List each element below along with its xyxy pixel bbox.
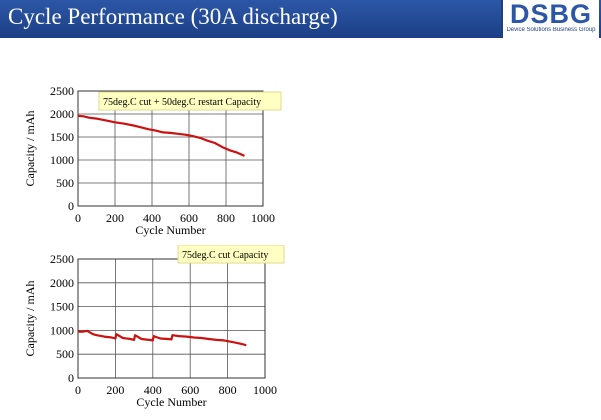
y-tick-label: 0 <box>68 199 74 213</box>
y-tick-label: 1000 <box>50 153 74 167</box>
slide-title: Cycle Performance (30A discharge) <box>8 4 338 29</box>
y-tick-label: 500 <box>56 347 74 361</box>
dsbg-logo: DSBG Device Solutions Business Group <box>501 0 599 38</box>
annotation-box <box>177 245 285 264</box>
x-tick-label: 1000 <box>251 211 275 225</box>
annotation-text: 75deg.C cut Capacity <box>182 250 268 261</box>
x-axis-label: Cycle Number <box>135 223 205 237</box>
y-tick-label: 1500 <box>50 300 74 314</box>
plot-frame <box>77 258 266 379</box>
y-tick-label: 2500 <box>50 252 74 266</box>
x-tick-label: 0 <box>75 211 81 225</box>
y-tick-label: 2000 <box>50 276 74 290</box>
y-tick-label: 2000 <box>50 107 74 121</box>
y-tick-label: 500 <box>56 176 74 190</box>
series-line <box>77 114 245 157</box>
annotation-text: 75deg.C cut + 50deg.C restart Capacity <box>103 97 261 108</box>
y-tick-label: 0 <box>68 371 74 385</box>
chart-top-cut-restart: 0 500 1000 1500 2000 2500 0 200 400 600 800 1000 Cyc… <box>23 84 282 237</box>
x-tick-label: 800 <box>217 211 235 225</box>
x-axis-label: Cycle Number <box>136 395 206 409</box>
series-line <box>77 329 247 347</box>
x-tick-label: 600 <box>181 383 199 397</box>
x-tick-label: 400 <box>144 383 162 397</box>
y-axis-label: Capacity / mAh <box>23 281 37 357</box>
y-tick-label: 1500 <box>50 130 74 144</box>
annotation-box <box>98 91 282 111</box>
annotation-callout: 75deg.C cut + 50deg.C restart Capacity <box>98 91 282 111</box>
x-tick-label: 600 <box>180 211 198 225</box>
plot-frame <box>77 90 264 207</box>
slide-header: Cycle Performance (30A discharge) DSBG D… <box>0 0 601 38</box>
y-tick-label: 1000 <box>50 323 74 337</box>
y-axis-label: Capacity / mAh <box>23 111 37 187</box>
x-tick-label: 200 <box>106 383 124 397</box>
x-tick-label: 1000 <box>253 383 277 397</box>
logo-subtitle: Device Solutions Business Group <box>506 27 596 33</box>
x-tick-label: 800 <box>219 383 237 397</box>
x-tick-label: 400 <box>143 211 161 225</box>
chart-bottom-cut: 0 500 1000 1500 2000 2500 0 200 400 600 800 1000 Cyc… <box>23 245 285 409</box>
x-tick-label: 200 <box>106 211 124 225</box>
annotation-callout: 75deg.C cut Capacity <box>177 245 285 264</box>
logo-mark: DSBG <box>509 0 592 29</box>
x-tick-label: 0 <box>75 383 81 397</box>
y-tick-label: 2500 <box>50 84 74 98</box>
